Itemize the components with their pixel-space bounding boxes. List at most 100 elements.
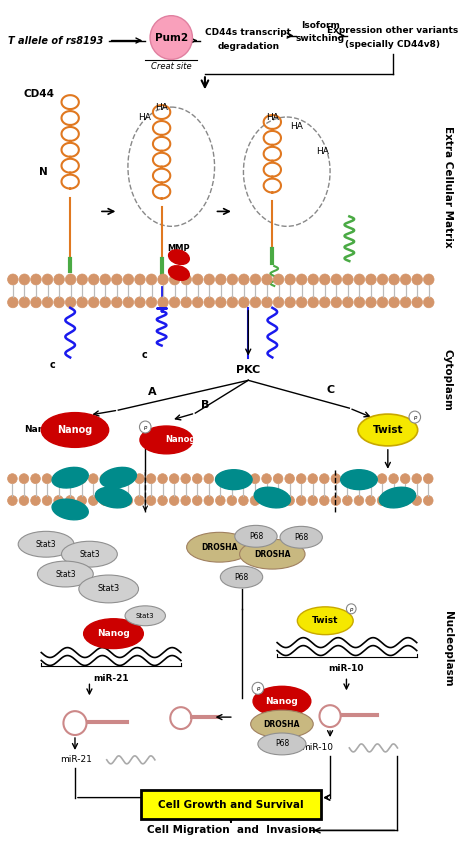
- Circle shape: [238, 297, 249, 308]
- Circle shape: [346, 604, 356, 614]
- Text: p: p: [256, 686, 260, 692]
- Text: Cell Growth and Survival: Cell Growth and Survival: [158, 800, 304, 810]
- Circle shape: [169, 474, 179, 483]
- Circle shape: [19, 474, 29, 483]
- Circle shape: [412, 474, 421, 483]
- Ellipse shape: [258, 733, 306, 755]
- Text: Stat3: Stat3: [98, 584, 120, 593]
- Circle shape: [111, 474, 121, 483]
- Text: miR-21: miR-21: [93, 674, 128, 683]
- Circle shape: [19, 495, 29, 506]
- Circle shape: [204, 495, 214, 506]
- Circle shape: [216, 274, 226, 285]
- Circle shape: [423, 274, 434, 285]
- Circle shape: [54, 274, 64, 285]
- Circle shape: [8, 495, 17, 506]
- Circle shape: [331, 474, 341, 483]
- Text: CD44: CD44: [24, 89, 55, 99]
- Text: Isoform: Isoform: [301, 21, 340, 30]
- Circle shape: [181, 297, 191, 308]
- Circle shape: [319, 297, 330, 308]
- Text: Nanog: Nanog: [97, 629, 130, 638]
- Text: HA: HA: [316, 147, 329, 156]
- Circle shape: [343, 474, 352, 483]
- Ellipse shape: [52, 467, 88, 488]
- Circle shape: [135, 274, 145, 285]
- Circle shape: [401, 474, 410, 483]
- Circle shape: [111, 274, 122, 285]
- Circle shape: [65, 495, 75, 506]
- Text: miR-10: miR-10: [328, 664, 364, 674]
- Text: HA: HA: [266, 112, 279, 122]
- Circle shape: [401, 274, 411, 285]
- Circle shape: [42, 274, 53, 285]
- Circle shape: [377, 495, 387, 506]
- Circle shape: [89, 474, 98, 483]
- Text: Creat site: Creat site: [151, 63, 191, 71]
- Ellipse shape: [95, 488, 132, 508]
- Text: DROSHA: DROSHA: [201, 542, 237, 552]
- Circle shape: [89, 274, 99, 285]
- Circle shape: [181, 274, 191, 285]
- Circle shape: [123, 297, 134, 308]
- Text: MMP: MMP: [168, 244, 190, 253]
- Circle shape: [296, 297, 307, 308]
- Circle shape: [409, 411, 420, 423]
- Ellipse shape: [100, 467, 137, 488]
- Circle shape: [308, 297, 319, 308]
- Circle shape: [77, 274, 88, 285]
- Text: p: p: [144, 425, 147, 430]
- Circle shape: [146, 297, 157, 308]
- Text: Twist: Twist: [373, 425, 403, 435]
- Circle shape: [158, 474, 167, 483]
- Text: HA: HA: [155, 103, 168, 111]
- Text: N: N: [39, 166, 47, 177]
- Circle shape: [262, 495, 271, 506]
- Text: Cytoplasm: Cytoplasm: [443, 350, 453, 411]
- Circle shape: [412, 297, 422, 308]
- Circle shape: [216, 495, 225, 506]
- Circle shape: [366, 274, 376, 285]
- Text: CD44s transcript: CD44s transcript: [205, 28, 291, 37]
- Text: c: c: [141, 351, 147, 361]
- Circle shape: [252, 682, 264, 694]
- Ellipse shape: [297, 607, 353, 635]
- Text: Stat3: Stat3: [79, 549, 100, 559]
- Circle shape: [343, 495, 352, 506]
- Circle shape: [366, 495, 375, 506]
- Circle shape: [331, 297, 342, 308]
- Text: Cell Migration  and  Invasion: Cell Migration and Invasion: [146, 825, 315, 836]
- Circle shape: [354, 495, 364, 506]
- Circle shape: [412, 495, 421, 506]
- Circle shape: [250, 474, 260, 483]
- Text: Nanog: Nanog: [57, 425, 92, 435]
- Circle shape: [227, 297, 237, 308]
- Text: Nanog: Nanog: [265, 697, 298, 705]
- Circle shape: [273, 297, 284, 308]
- Circle shape: [89, 297, 99, 308]
- Circle shape: [150, 15, 192, 59]
- Circle shape: [100, 274, 110, 285]
- Ellipse shape: [37, 561, 93, 587]
- Circle shape: [389, 474, 399, 483]
- Ellipse shape: [62, 542, 118, 567]
- Circle shape: [123, 474, 133, 483]
- Ellipse shape: [253, 686, 311, 716]
- Circle shape: [343, 274, 353, 285]
- Text: Twist: Twist: [312, 616, 338, 626]
- Circle shape: [262, 274, 273, 285]
- Ellipse shape: [140, 426, 193, 454]
- FancyBboxPatch shape: [141, 789, 321, 819]
- Circle shape: [366, 297, 376, 308]
- Circle shape: [354, 474, 364, 483]
- Circle shape: [19, 274, 30, 285]
- Circle shape: [273, 474, 283, 483]
- Circle shape: [89, 495, 98, 506]
- Text: A: A: [148, 387, 156, 398]
- Circle shape: [8, 274, 18, 285]
- Circle shape: [54, 297, 64, 308]
- Circle shape: [377, 274, 388, 285]
- Circle shape: [285, 297, 295, 308]
- Circle shape: [227, 474, 237, 483]
- Circle shape: [111, 297, 122, 308]
